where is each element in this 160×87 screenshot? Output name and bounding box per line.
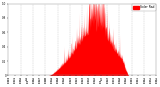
Legend: Solar Rad: Solar Rad xyxy=(132,4,156,11)
